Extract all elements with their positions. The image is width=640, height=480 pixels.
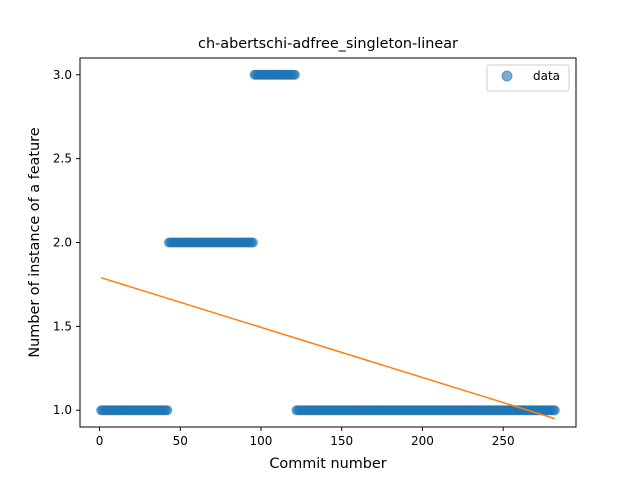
x-tick-label: 200 <box>411 434 434 448</box>
fit-line <box>100 277 556 420</box>
chart-title: ch-abertschi-adfree_singleton-linear <box>198 36 458 52</box>
y-axis: 1.0 1.5 2.0 2.5 3.0 <box>53 68 80 417</box>
x-tick-label: 250 <box>492 434 515 448</box>
y-tick-label: 1.0 <box>53 403 72 417</box>
data-point <box>549 405 560 416</box>
x-tick-label: 150 <box>330 434 353 448</box>
y-tick-label: 1.5 <box>53 319 72 333</box>
data-point <box>247 237 258 248</box>
y-tick-label: 2.0 <box>53 236 72 250</box>
x-tick-label: 100 <box>250 434 273 448</box>
y-tick-label: 2.5 <box>53 152 72 166</box>
data-point <box>162 405 173 416</box>
y-axis-label: Number of instance of a feature <box>27 127 43 357</box>
x-axis-label: Commit number <box>269 456 386 472</box>
legend-marker-data <box>501 70 513 82</box>
y-tick-label: 3.0 <box>53 68 72 82</box>
legend-label-data: data <box>533 69 560 83</box>
data-point <box>289 69 300 80</box>
x-axis: 0 50 100 150 200 250 <box>96 427 515 448</box>
plot-area <box>96 69 560 420</box>
legend: data <box>486 64 570 92</box>
x-tick-label: 0 <box>96 434 104 448</box>
x-tick-label: 50 <box>173 434 188 448</box>
